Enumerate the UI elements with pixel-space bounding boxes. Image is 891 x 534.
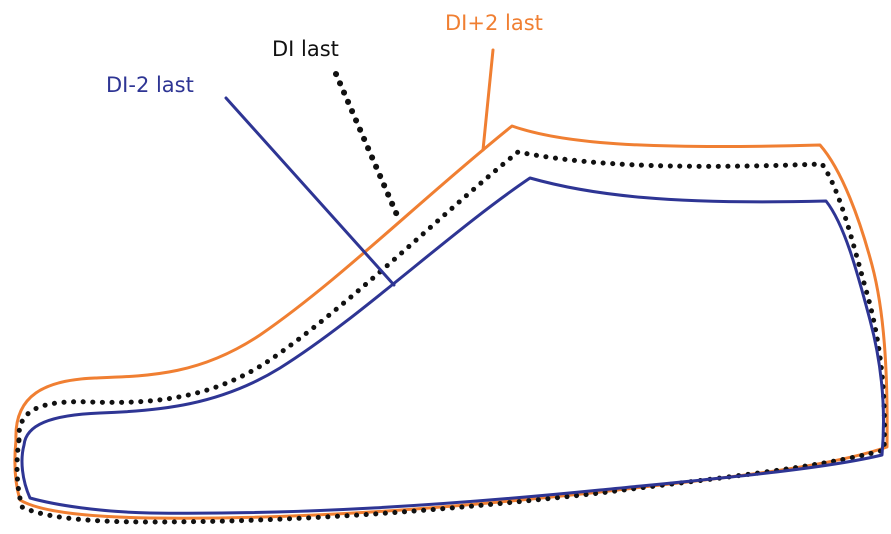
di-last-leader-line — [333, 71, 403, 225]
di-minus-2-last-outline — [20, 176, 885, 515]
di-last-outline — [14, 149, 887, 525]
di-plus-2-last-outline — [13, 124, 889, 520]
di-minus-2-leader-line — [224, 96, 396, 287]
di-last-label: DI last — [272, 37, 339, 61]
di-minus-2-last-label: DI-2 last — [106, 73, 194, 97]
di-plus-2-last-label: DI+2 last — [445, 11, 543, 35]
di-plus-2-leader-line — [481, 48, 495, 152]
